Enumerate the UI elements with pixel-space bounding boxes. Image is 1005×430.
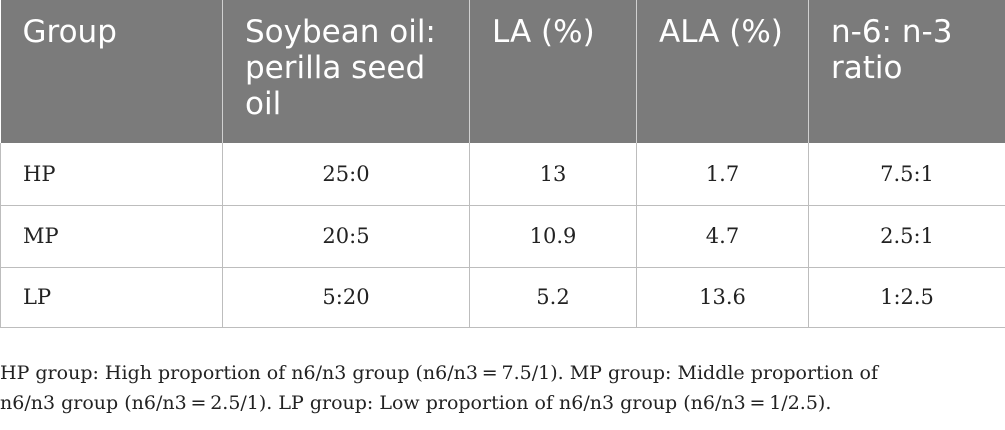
cell-ala: 4.7	[636, 205, 809, 268]
cell-ala: 1.7	[636, 143, 809, 206]
header-oil-ratio: Soybean oil: perilla seed oil	[222, 0, 470, 143]
header-ala: ALA (%)	[636, 0, 809, 143]
cell-oil-ratio: 5:20	[222, 267, 470, 328]
cell-la: 10.9	[469, 205, 637, 268]
cell-n6-n3-ratio: 2.5:1	[808, 205, 1005, 268]
footnote-line-1: HP group: High proportion of n6/n3 group…	[0, 362, 878, 384]
table-body: HP 25:0 13 1.7 7.5:1 MP 20:5 10.9 4.7 2.…	[0, 143, 1005, 328]
header-n6-n3-ratio: n-6: n-3 ratio	[808, 0, 1005, 143]
cell-oil-ratio: 25:0	[222, 143, 470, 206]
table-row: HP 25:0 13 1.7 7.5:1	[0, 143, 1005, 206]
footnote-line-2: n6/n3 group (n6/n3 = 2.5/1). LP group: L…	[0, 392, 832, 414]
data-table-container: Group Soybean oil: perilla seed oil LA (…	[0, 0, 1005, 328]
data-table: Group Soybean oil: perilla seed oil LA (…	[0, 0, 1005, 328]
table-header: Group Soybean oil: perilla seed oil LA (…	[0, 0, 1005, 143]
cell-oil-ratio: 20:5	[222, 205, 470, 268]
cell-n6-n3-ratio: 1:2.5	[808, 267, 1005, 328]
header-la: LA (%)	[469, 0, 637, 143]
cell-group: LP	[0, 267, 223, 328]
cell-la: 5.2	[469, 267, 637, 328]
cell-n6-n3-ratio: 7.5:1	[808, 143, 1005, 206]
header-group: Group	[0, 0, 223, 143]
cell-ala: 13.6	[636, 267, 809, 328]
table-row: LP 5:20 5.2 13.6 1:2.5	[0, 267, 1005, 328]
table-footnote: HP group: High proportion of n6/n3 group…	[0, 358, 1005, 418]
cell-group: MP	[0, 205, 223, 268]
table-row: MP 20:5 10.9 4.7 2.5:1	[0, 205, 1005, 268]
cell-la: 13	[469, 143, 637, 206]
header-row: Group Soybean oil: perilla seed oil LA (…	[0, 0, 1005, 143]
cell-group: HP	[0, 143, 223, 206]
